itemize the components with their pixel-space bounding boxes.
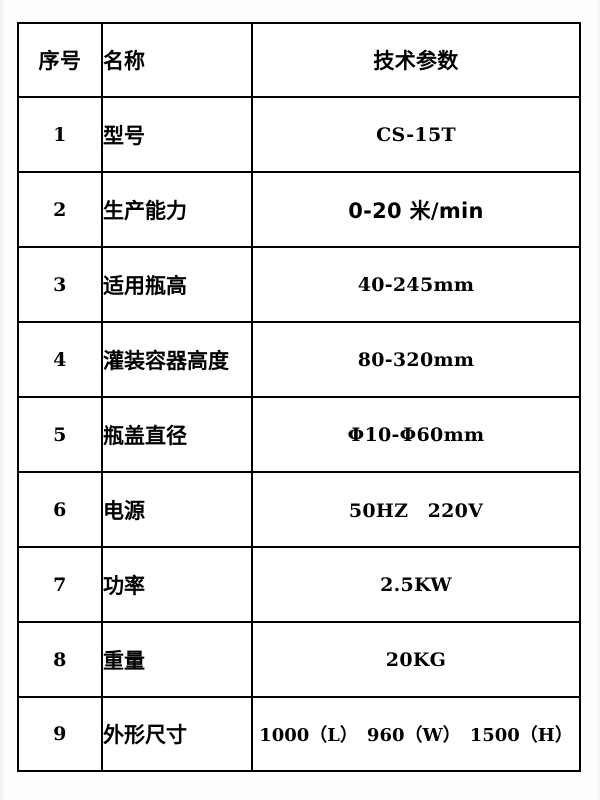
table-row: 3 适用瓶高 40-245mm <box>17 246 581 323</box>
row-name: 适用瓶高 <box>101 246 253 323</box>
table-row: 7 功率 2.5KW <box>17 546 581 623</box>
row-name: 功率 <box>101 546 253 623</box>
row-spec: 50HZ 220V <box>251 471 581 548</box>
technical-specification-table: 序号 名称 技术参数 1 型号 CS-15T 2 生产能力 0-20 米/min… <box>17 22 581 772</box>
row-name: 瓶盖直径 <box>101 396 253 473</box>
row-no: 1 <box>17 96 103 173</box>
row-name: 生产能力 <box>101 171 253 248</box>
table-row: 9 外形尺寸 1000（L） 960（W） 1500（H） <box>17 696 581 772</box>
row-spec: 0-20 米/min <box>251 171 581 248</box>
table-header-row: 序号 名称 技术参数 <box>17 22 581 98</box>
page-left-edge <box>0 0 3 800</box>
table-row: 6 电源 50HZ 220V <box>17 471 581 548</box>
row-no: 2 <box>17 171 103 248</box>
row-no: 3 <box>17 246 103 323</box>
header-cell-name: 名称 <box>101 22 253 98</box>
table-row: 1 型号 CS-15T <box>17 96 581 173</box>
row-no: 8 <box>17 621 103 698</box>
table-row: 2 生产能力 0-20 米/min <box>17 171 581 248</box>
row-spec: 20KG <box>251 621 581 698</box>
row-spec: Φ10-Φ60mm <box>251 396 581 473</box>
row-spec: 1000（L） 960（W） 1500（H） <box>251 696 581 772</box>
header-cell-no: 序号 <box>17 22 103 98</box>
row-name: 电源 <box>101 471 253 548</box>
header-cell-spec: 技术参数 <box>251 22 581 98</box>
row-name: 重量 <box>101 621 253 698</box>
row-name: 外形尺寸 <box>101 696 253 772</box>
page-right-edge <box>597 0 600 800</box>
row-no: 6 <box>17 471 103 548</box>
row-no: 4 <box>17 321 103 398</box>
row-no: 5 <box>17 396 103 473</box>
table-row: 8 重量 20KG <box>17 621 581 698</box>
row-spec: 2.5KW <box>251 546 581 623</box>
table-row: 4 灌装容器高度 80-320mm <box>17 321 581 398</box>
row-no: 7 <box>17 546 103 623</box>
row-name: 型号 <box>101 96 253 173</box>
row-no: 9 <box>17 696 103 772</box>
row-spec: CS-15T <box>251 96 581 173</box>
row-spec: 40-245mm <box>251 246 581 323</box>
row-name: 灌装容器高度 <box>101 321 253 398</box>
table-row: 5 瓶盖直径 Φ10-Φ60mm <box>17 396 581 473</box>
row-spec: 80-320mm <box>251 321 581 398</box>
